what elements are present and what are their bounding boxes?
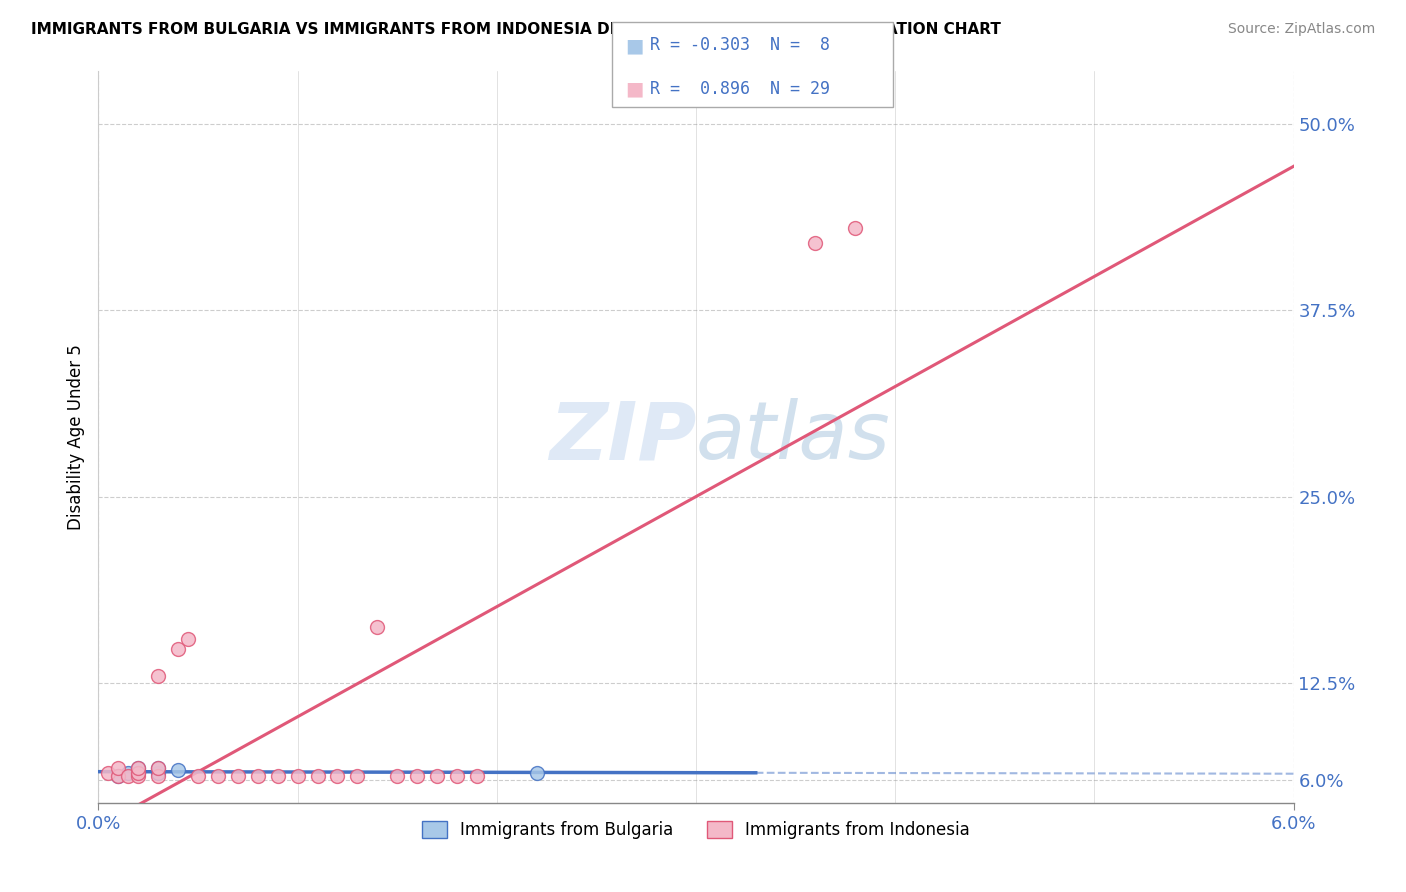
Point (346, 769, 368, 783)
Y-axis label: Disability Age Under 5: Disability Age Under 5 (66, 344, 84, 530)
Point (366, 620, 388, 634)
Point (148, 669, 170, 683)
Text: ■: ■ (626, 79, 644, 99)
Point (127, 769, 149, 783)
Point (267, 769, 290, 783)
Point (246, 769, 269, 783)
Point (187, 769, 209, 783)
Legend: Immigrants from Bulgaria, Immigrants from Indonesia: Immigrants from Bulgaria, Immigrants fro… (415, 814, 977, 846)
Point (148, 762, 170, 776)
Point (287, 769, 309, 783)
Point (148, 766, 170, 780)
Point (127, 766, 149, 780)
Point (117, 766, 139, 780)
Text: Source: ZipAtlas.com: Source: ZipAtlas.com (1227, 22, 1375, 37)
Point (326, 769, 349, 783)
Point (127, 766, 149, 780)
Point (107, 769, 129, 783)
Point (804, 235, 827, 250)
Point (465, 769, 488, 783)
Point (107, 762, 129, 776)
Text: R = -0.303  N =  8: R = -0.303 N = 8 (650, 37, 830, 54)
Text: IMMIGRANTS FROM BULGARIA VS IMMIGRANTS FROM INDONESIA DISABILITY AGE UNDER 5 COR: IMMIGRANTS FROM BULGARIA VS IMMIGRANTS F… (31, 22, 1001, 37)
Point (426, 769, 449, 783)
Point (844, 221, 866, 235)
Point (97, 766, 120, 780)
Point (406, 769, 429, 783)
Point (117, 769, 139, 783)
Point (148, 769, 170, 783)
Point (148, 762, 170, 776)
Point (177, 632, 200, 646)
Point (107, 769, 129, 783)
Text: ■: ■ (626, 36, 644, 55)
Point (127, 762, 149, 776)
Point (207, 769, 229, 783)
Point (167, 763, 190, 777)
Point (307, 769, 329, 783)
Text: R =  0.896  N = 29: R = 0.896 N = 29 (650, 80, 830, 98)
Point (385, 769, 409, 783)
Point (226, 769, 249, 783)
Point (446, 769, 468, 783)
Point (127, 762, 149, 776)
Text: ZIP: ZIP (548, 398, 696, 476)
Point (167, 642, 190, 657)
Text: atlas: atlas (696, 398, 891, 476)
Point (526, 766, 548, 780)
